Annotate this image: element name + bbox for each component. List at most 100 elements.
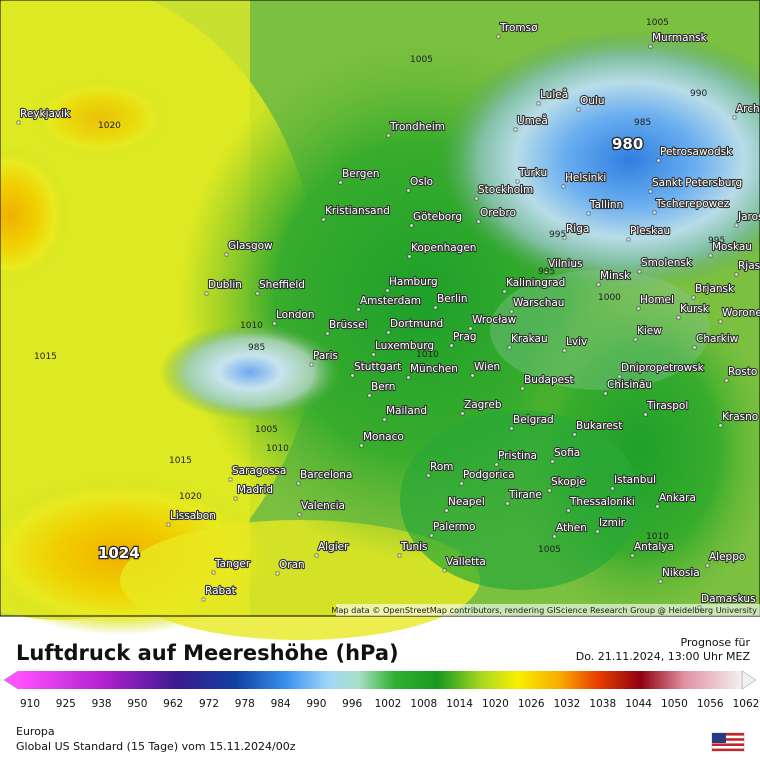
colorbar-tick-label: 925	[56, 698, 76, 710]
city-label: Kaliningrad	[506, 277, 565, 289]
city-label: Tallinn	[589, 199, 623, 211]
isobar-label: 1005	[410, 55, 433, 65]
city-label: Stuttgart	[354, 361, 401, 373]
isobar-label: 995	[538, 267, 555, 277]
city-marker	[409, 223, 414, 228]
colorbar-tick-label: 978	[235, 698, 255, 710]
city-marker	[224, 252, 229, 257]
city-marker	[338, 180, 343, 185]
city-marker	[652, 210, 657, 215]
region: Europa	[16, 725, 55, 738]
city-label: Glasgow	[228, 240, 273, 252]
city-label: Barcelona	[300, 469, 352, 481]
city-label: Aleppo	[709, 551, 745, 563]
city-marker	[536, 101, 541, 106]
isobar-label: 1024	[98, 544, 140, 562]
city-marker	[397, 553, 402, 558]
colorbar-tick-label: 1014	[446, 698, 473, 710]
city-marker	[433, 305, 438, 310]
isobar-label: 1005	[538, 545, 561, 555]
city-label: Trondheim	[389, 121, 445, 133]
city-label: Antalya	[634, 541, 674, 553]
city-label: Budapest	[524, 374, 574, 386]
city-label: Sofia	[554, 447, 580, 459]
city-label: Oslo	[410, 176, 433, 188]
city-marker	[350, 373, 355, 378]
isobar-label: 1005	[255, 425, 278, 435]
city-label: Reykjavik	[20, 108, 71, 120]
city-label: Bern	[371, 381, 395, 393]
city-label: Moskau	[712, 241, 752, 253]
city-marker	[610, 486, 615, 491]
city-label: Luleå	[540, 88, 568, 101]
city-marker	[705, 563, 710, 568]
city-label: Damaskus	[701, 593, 756, 605]
city-label: Warschau	[513, 297, 564, 309]
forecast-label: Prognose für	[681, 636, 751, 649]
city-label: Krakau	[511, 333, 548, 345]
city-label: Monaco	[363, 431, 404, 443]
city-label: Kopenhagen	[411, 242, 476, 254]
colorbar-tick-label: 910	[20, 698, 40, 710]
city-marker	[544, 270, 549, 275]
attribution: Map data © OpenStreetMap contributors, r…	[331, 605, 757, 615]
colorbar-tick-label: 938	[92, 698, 112, 710]
city-marker	[476, 219, 481, 224]
city-marker	[449, 343, 454, 348]
city-label: Dnipropetrowsk	[621, 362, 705, 374]
city-marker	[356, 307, 361, 312]
city-label: Lviv	[566, 336, 587, 348]
city-marker	[658, 579, 663, 584]
isobar-label: 1010	[646, 532, 669, 542]
isobar-label: 1015	[34, 352, 57, 362]
city-labels: Tromsø Murmansk Reykjavik Luleå Oulu Umeå Tron…	[16, 21, 760, 610]
city-marker	[382, 417, 387, 422]
city-marker	[697, 605, 702, 610]
city-label: Rjas	[738, 260, 760, 272]
colorbar-low-arrow	[3, 670, 19, 690]
city-marker	[166, 522, 171, 527]
isobar-label: 1010	[266, 444, 289, 454]
city-marker	[496, 34, 501, 39]
city-marker	[429, 533, 434, 538]
city-label: Luxemburg	[375, 340, 434, 352]
city-label: Orebro	[480, 207, 516, 219]
city-marker	[470, 373, 475, 378]
city-marker	[385, 288, 390, 293]
city-label: Tiraspol	[646, 400, 688, 412]
city-label: Valletta	[446, 556, 486, 568]
city-label: Prag	[453, 331, 477, 343]
city-label: Istanbul	[614, 474, 656, 486]
city-marker	[359, 443, 364, 448]
city-marker	[406, 375, 411, 380]
city-label: Vilnius	[548, 258, 582, 270]
city-label: Worone	[722, 307, 760, 319]
city-marker	[547, 488, 552, 493]
forecast-time: Do. 21.11.2024, 13:00 Uhr MEZ	[576, 650, 751, 663]
isobar-label: 990	[690, 89, 707, 99]
isobar-label: 985	[248, 343, 265, 353]
isobar-label: 1000	[598, 293, 621, 303]
city-label: Sheffield	[259, 279, 305, 291]
city-marker	[633, 337, 638, 342]
city-marker	[272, 321, 277, 326]
city-label: Berlin	[437, 293, 467, 305]
city-label: Tromsø	[499, 22, 538, 34]
city-label: Tanger	[214, 558, 251, 570]
isobar-label: 1015	[169, 456, 192, 466]
city-marker	[561, 184, 566, 189]
city-label: Dortmund	[390, 318, 443, 330]
city-marker	[444, 508, 449, 513]
colorbar-tick-label: 996	[342, 698, 362, 710]
colorbar-tick-label: 1026	[518, 698, 545, 710]
city-marker	[442, 568, 447, 573]
city-marker	[595, 529, 600, 534]
city-label: Palermo	[433, 521, 475, 533]
model: Global US Standard (15 Tage) vom 15.11.2…	[16, 740, 296, 753]
city-marker	[513, 127, 518, 132]
city-marker	[406, 188, 411, 193]
city-marker	[520, 386, 525, 391]
city-marker	[407, 254, 412, 259]
city-marker	[734, 272, 739, 277]
city-marker	[386, 330, 391, 335]
